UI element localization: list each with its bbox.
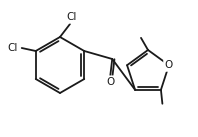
Text: Cl: Cl [8,43,18,53]
Text: Cl: Cl [67,12,77,22]
Text: O: O [165,60,173,70]
Text: O: O [106,77,114,87]
